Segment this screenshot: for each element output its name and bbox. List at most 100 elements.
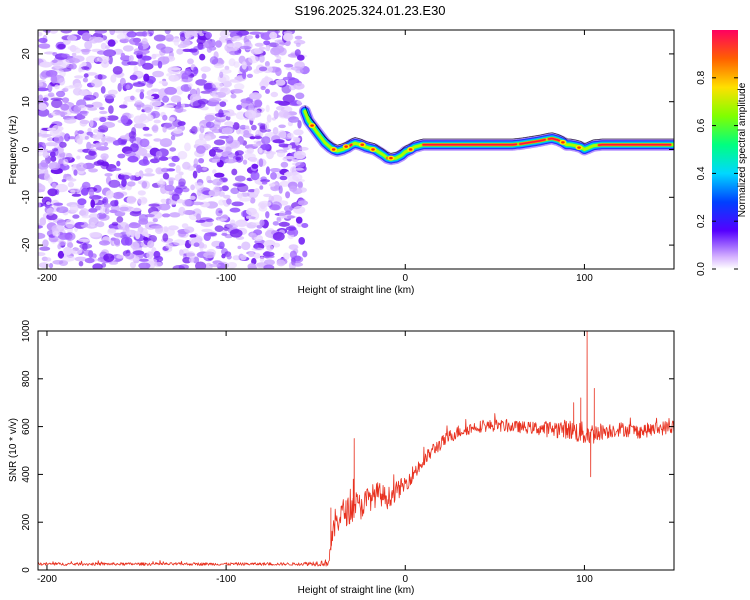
spectrogram-noise-blob: [195, 79, 208, 86]
spectrogram-noise-blob: [231, 168, 238, 176]
spectrogram-noise-blob: [146, 251, 154, 259]
spectrogram-noise-blob: [121, 178, 127, 187]
spectrogram-y-tick-label: 0: [21, 146, 32, 152]
spectrogram-noise-blob: [64, 85, 75, 89]
spectrogram-noise-blob: [47, 127, 57, 131]
spectrogram-noise-blob: [239, 124, 247, 130]
spectrogram-noise-blob: [259, 256, 265, 263]
spectrogram-noise-blob: [95, 142, 107, 146]
spectrogram-noise-blob: [258, 147, 263, 154]
spectrogram-noise-blob: [157, 60, 163, 69]
spectrogram-x-tick-label: 0: [402, 273, 408, 284]
spectrogram-noise-blob: [67, 181, 75, 188]
spectrogram-noise-blob: [184, 142, 191, 152]
spectrogram-noise-blob: [196, 30, 203, 34]
spectrogram-noise-blob: [269, 183, 276, 187]
spectrogram-noise-blob: [38, 31, 43, 37]
spectrogram-noise-blob: [92, 134, 103, 140]
spectrogram-noise-blob: [81, 214, 91, 219]
spectrogram-noise-blob: [229, 207, 241, 213]
spectrogram-noise-blob: [169, 147, 177, 152]
spectrogram-noise-blob: [142, 126, 150, 131]
snr-x-ticks: -200 -100 0 100: [37, 331, 593, 585]
spectrogram-noise-blob: [234, 83, 245, 91]
spectrogram-noise-blob: [200, 66, 211, 73]
spectrogram-noise-blob: [108, 179, 121, 188]
spectrogram-x-tick-label: -200: [37, 273, 57, 284]
spectrogram-noise-blob: [278, 185, 283, 194]
spectrogram-noise-blob: [88, 150, 97, 156]
spectrogram-noise-blob: [252, 252, 261, 259]
spectrogram-noise-blob: [251, 258, 257, 265]
spectrogram-noise-blob: [283, 156, 296, 160]
spectrogram-noise-blob: [249, 232, 257, 238]
spectrogram-ridge-peak: [344, 145, 348, 148]
spectrogram-noise-blob: [50, 155, 57, 162]
spectrogram-noise-blob: [293, 82, 305, 90]
spectrogram-noise-blob: [79, 119, 90, 125]
spectrogram-noise-blob: [110, 200, 119, 207]
spectrogram-noise-blob: [99, 110, 108, 115]
spectrogram-noise-blob: [270, 172, 277, 180]
spectrogram-noise-blob: [254, 188, 260, 195]
spectrogram-noise-blob: [236, 104, 243, 111]
spectrogram-noise-blob: [161, 213, 171, 218]
snr-y-tick-label: 200: [21, 513, 32, 530]
spectrogram-noise-blob: [271, 194, 283, 203]
spectrogram-noise-blob: [105, 137, 117, 142]
spectrogram-noise-blob: [270, 91, 279, 98]
spectrogram-noise-blob: [286, 215, 295, 219]
spectrogram-ridge-core: [547, 137, 561, 142]
spectrogram-noise-blob: [204, 135, 212, 142]
spectrogram-noise-blob: [62, 255, 76, 262]
spectrogram-noise-blob: [171, 155, 180, 163]
spectrogram-noise-blob: [109, 30, 116, 36]
spectrogram-noise-blob: [80, 66, 90, 70]
spectrogram-noise-blob: [224, 158, 237, 164]
spectrogram-noise-blob: [262, 251, 275, 257]
spectrogram-noise-blob: [47, 84, 53, 93]
spectrogram-noise-blob: [38, 152, 43, 157]
snr-x-axis-label: Height of straight line (km): [298, 585, 415, 596]
spectrogram-noise-blob: [230, 187, 240, 195]
snr-y-tick-label: 1000: [21, 319, 32, 342]
spectrogram-ridge-peak: [371, 148, 375, 151]
spectrogram-noise-blob: [243, 152, 256, 160]
spectrogram-noise-blob: [226, 262, 237, 269]
spectrogram-noise-blob: [137, 226, 144, 233]
spectrogram-noise-blob: [201, 228, 213, 233]
spectrogram-noise-blob: [84, 257, 95, 264]
spectrogram-noise-blob: [280, 161, 289, 168]
spectrogram-noise-blob: [277, 130, 287, 139]
spectrogram-noise-blob: [199, 32, 205, 37]
spectrogram-noise-blob: [241, 61, 247, 70]
spectrogram-noise-blob: [160, 198, 167, 203]
spectrogram-noise-blob: [254, 136, 263, 140]
spectrogram-noise-blob: [290, 66, 303, 71]
spectrogram-noise-blob: [139, 138, 150, 148]
spectrogram-noise-blob: [63, 118, 77, 124]
spectrogram-noise-blob: [103, 49, 117, 57]
spectrogram-noise-blob: [91, 78, 103, 88]
spectrogram-noise-blob: [94, 30, 107, 34]
snr-x-tick-label: -200: [37, 574, 57, 585]
spectrogram-noise-blob: [177, 150, 188, 160]
spectrogram-noise-blob: [153, 34, 166, 42]
snr-frame: [37, 330, 675, 571]
spectrogram-noise-blob: [294, 49, 301, 57]
spectrogram-noise-blob: [132, 250, 145, 255]
spectrogram-noise-blob: [263, 40, 271, 46]
spectrogram-noise-blob: [278, 47, 287, 56]
spectrogram-noise-blob: [288, 116, 300, 123]
spectrogram-ridge-peak: [389, 156, 393, 160]
spectrogram-noise-blob: [96, 221, 105, 228]
spectrogram-noise-blob: [120, 115, 129, 124]
spectrogram-noise-blob: [73, 82, 83, 89]
spectrogram-noise-blob: [106, 115, 119, 121]
spectrogram-noise-blob: [163, 122, 177, 130]
spectrogram-noise-blob: [176, 199, 184, 204]
spectrogram-noise-blob: [133, 50, 144, 56]
spectrogram-noise-blob: [130, 143, 139, 153]
spectrogram-noise-blob: [248, 55, 259, 64]
spectrogram-noise-blob: [193, 66, 199, 75]
